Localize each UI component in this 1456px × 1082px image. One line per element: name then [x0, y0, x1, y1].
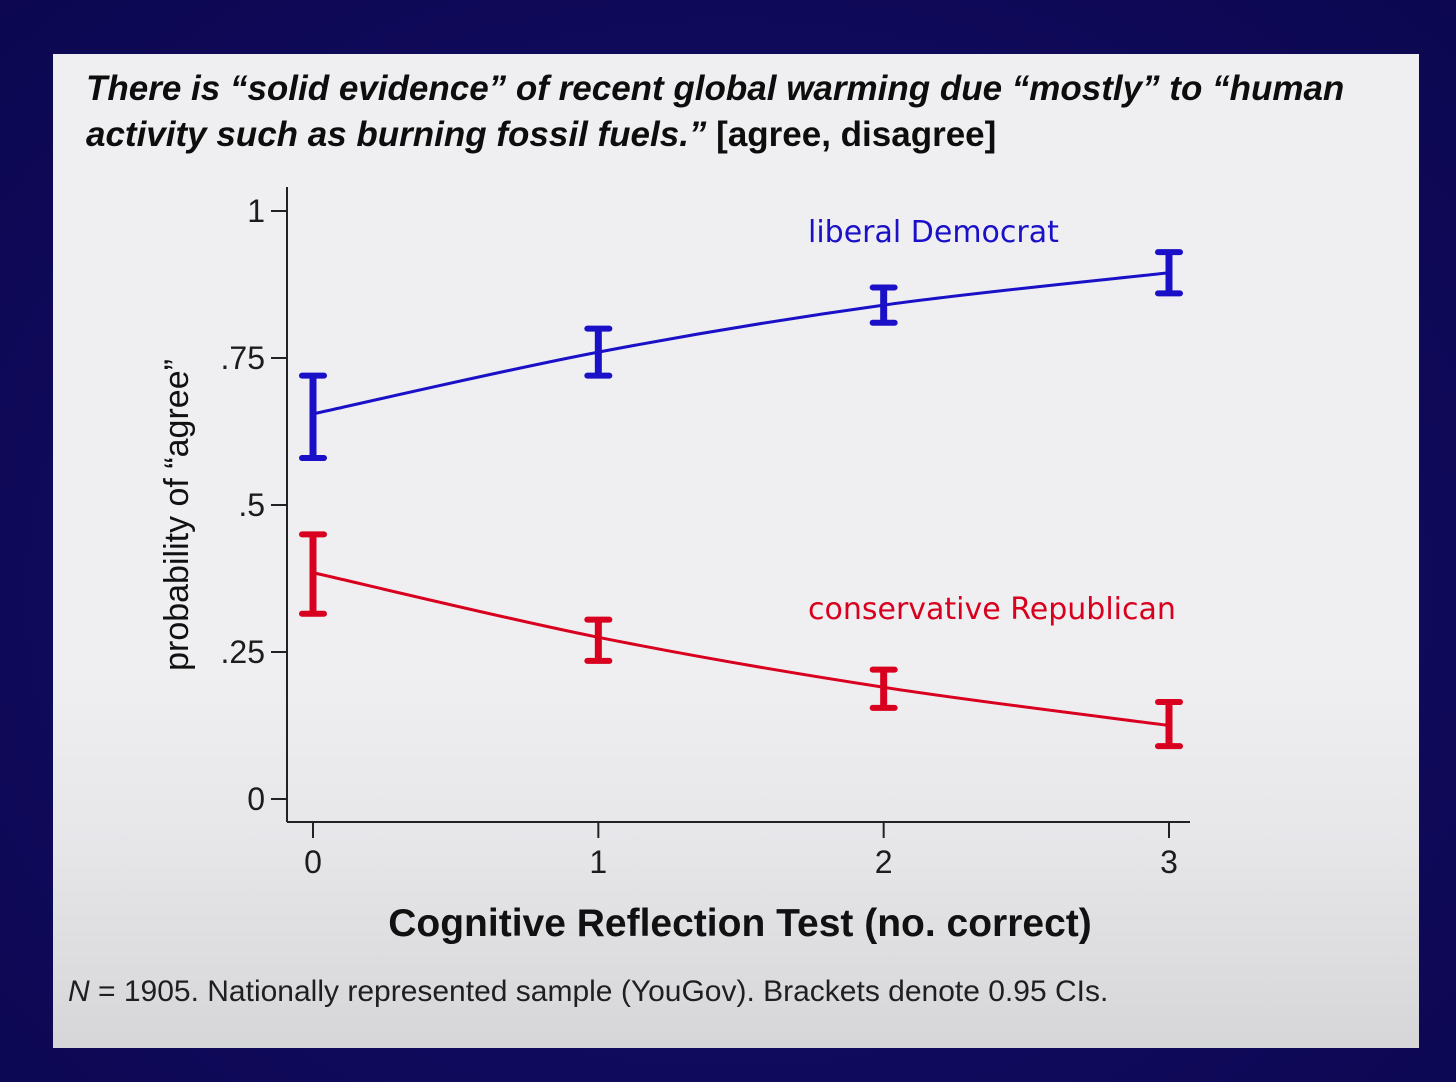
heading-statement: There is “solid evidence” of recent glob…	[86, 69, 1345, 154]
x-tick-label: 1	[589, 844, 607, 880]
x-tick-label: 0	[304, 844, 322, 880]
series-line-0	[312, 271, 1170, 416]
x-ticks: 0 1 2 3	[304, 822, 1178, 880]
error-bar	[1155, 249, 1183, 297]
footnote: N = 1905. Nationally represented sample …	[68, 975, 1368, 1009]
slide-heading: There is “solid evidence” of recent glob…	[86, 66, 1386, 158]
x-axis-label: Cognitive Reflection Test (no. correct)	[388, 902, 1092, 945]
error-bar	[584, 616, 613, 664]
y-tick-label: .5	[238, 487, 265, 523]
y-tick-label: .25	[221, 634, 265, 670]
footnote-n: N	[68, 975, 90, 1008]
error-bar	[869, 284, 898, 326]
error-bar	[299, 372, 327, 461]
series-line-1	[312, 571, 1170, 727]
series-label-conservative: conservative Republican	[808, 592, 1176, 627]
series-label-liberal: liberal Democrat	[808, 215, 1059, 250]
slide-panel	[53, 54, 1419, 1048]
series-layer	[299, 249, 1183, 750]
error-bar	[299, 531, 327, 617]
error-bar	[1155, 698, 1183, 750]
error-bar	[869, 666, 898, 711]
y-tick-label: 1	[247, 193, 265, 229]
heading-response-options: [agree, disagree]	[716, 115, 997, 154]
y-ticks: 0 .25 .5 .75 1	[221, 193, 287, 817]
footnote-text: = 1905. Nationally represented sample (Y…	[89, 975, 1109, 1008]
y-tick-label: 0	[247, 781, 265, 817]
y-axis-label: probability of “agree”	[158, 359, 196, 671]
error-bar	[584, 325, 613, 379]
x-tick-label: 2	[875, 844, 893, 880]
y-tick-label: .75	[221, 340, 265, 376]
x-tick-label: 3	[1160, 844, 1178, 880]
